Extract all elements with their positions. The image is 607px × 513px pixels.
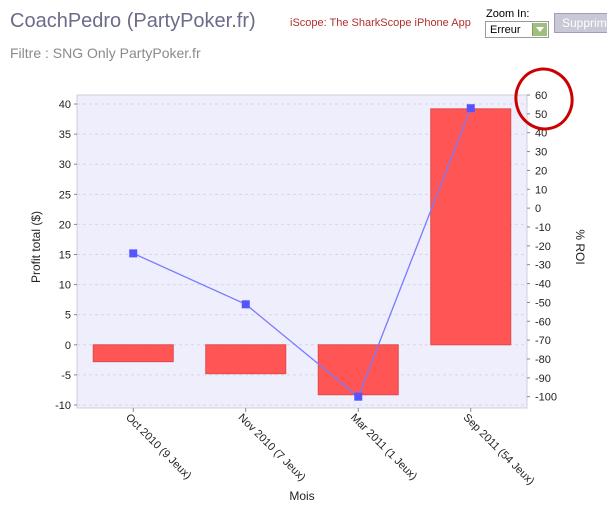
zoom-select-value: Erreur [490,24,521,36]
y2-tick-label: -60 [535,316,551,328]
y2-tick-label: -80 [535,354,551,366]
y-tick-label: -5 [61,370,71,382]
delete-button[interactable]: Supprim [554,13,607,33]
y2-tick-label: -20 [535,241,551,253]
x-tick-label: Mar 2011 (1 Jeux) [348,412,419,483]
y2-tick-label: -100 [535,392,557,404]
bar [430,108,512,346]
y-tick-label: 40 [59,99,71,111]
y2-tick-label: -30 [535,260,551,272]
y2-tick-label: 20 [535,165,547,177]
y2-tick-label: -40 [535,279,551,291]
x-tick-label: Nov 2010 (7 Jeux) [236,412,308,484]
x-axis-label: Mois [289,489,314,503]
bar [317,344,399,396]
y2-tick-label: 40 [535,128,547,140]
y2-tick-label: 30 [535,147,547,159]
zoom-select[interactable]: Erreur [485,21,549,38]
y-tick-label: 20 [59,219,71,231]
y-tick-label: 0 [65,340,71,352]
y2-tick-label: -70 [535,335,551,347]
y-tick-label: 5 [65,310,71,322]
y2-tick-label: -50 [535,297,551,309]
filter-label: Filtre : SNG Only PartyPoker.fr [10,45,201,61]
y-tick-label: 35 [59,129,71,141]
bar [205,344,287,375]
y2-tick-label: 0 [535,203,541,215]
zoom-label: Zoom In: [486,8,530,20]
roi-line [132,107,472,398]
bar [92,344,174,363]
y2-tick-label: -10 [535,222,551,234]
chevron-down-icon[interactable] [532,23,547,36]
roi-point [129,249,138,258]
y-tick-label: 10 [59,280,71,292]
roi-point [241,300,250,309]
roi-point [354,392,363,401]
y-tick-label: -10 [55,400,71,412]
y-axis-label: Profit total ($) [29,211,43,283]
roi-point [466,104,475,113]
highlight-circle-annotation [514,67,574,131]
y2-tick-label: -90 [535,373,551,385]
promo-link[interactable]: iScope: The SharkScope iPhone App [290,17,471,29]
y-tick-label: 15 [59,250,71,262]
y2-tick-label: 50 [535,109,547,121]
y2-axis-label: % ROI [573,229,587,264]
y2-tick-label: 60 [535,90,547,102]
y-tick-label: 25 [59,189,71,201]
y-tick-label: 30 [59,159,71,171]
x-tick-label: Sep 2011 (54 Jeux) [461,412,537,488]
y2-tick-label: 10 [535,184,547,196]
x-tick-label: Oct 2010 (9 Jeux) [123,412,193,482]
page-title: CoachPedro (PartyPoker.fr) [10,10,256,32]
